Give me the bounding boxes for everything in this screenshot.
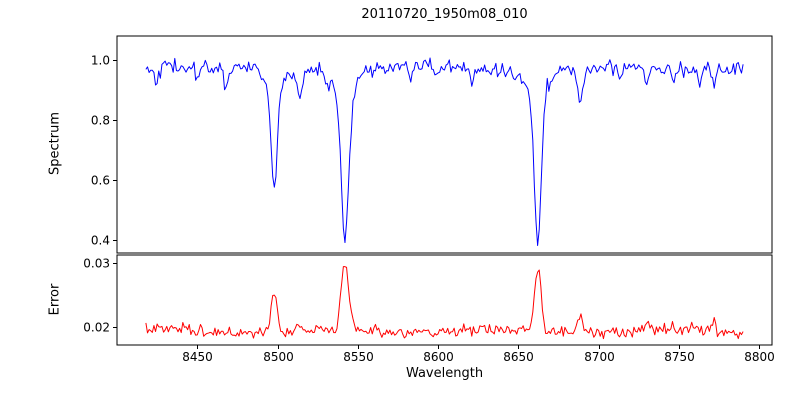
x-tick-label: 8700 <box>584 350 615 364</box>
chart-title: 20110720_1950m08_010 <box>361 7 528 22</box>
spectrum-axis-label: Spectrum <box>47 112 63 175</box>
spectrum-y-tick-label: 1.0 <box>91 54 110 68</box>
x-tick-label: 8500 <box>263 350 294 364</box>
error-y-tick-label: 0.02 <box>83 321 110 335</box>
error-panel-border <box>116 254 773 346</box>
spectrum-line <box>145 57 744 246</box>
x-tick-label: 8650 <box>503 350 534 364</box>
spectrum-y-tick-label: 0.8 <box>91 114 110 128</box>
x-tick-label: 8800 <box>744 350 775 364</box>
spectrum-y-tick-label: 0.4 <box>91 234 110 248</box>
spectrum-panel-border <box>116 35 773 254</box>
x-tick-label: 8450 <box>182 350 213 364</box>
x-tick-label: 8600 <box>423 350 454 364</box>
error-line <box>145 266 744 340</box>
x-tick-label: 8550 <box>343 350 374 364</box>
error-axis-label: Error <box>47 283 63 316</box>
axis-tick-labels: 8450 8500 8550 8600 8650 8700 8750 8800 0.4 0.6 0.… <box>83 54 774 364</box>
spectrum-y-tick-label: 0.6 <box>91 174 110 188</box>
x-tick-label: 8750 <box>664 350 695 364</box>
x-axis-label: Wavelength <box>405 366 484 381</box>
error-y-tick-label: 0.03 <box>83 257 110 271</box>
axis-ticks <box>113 60 760 349</box>
